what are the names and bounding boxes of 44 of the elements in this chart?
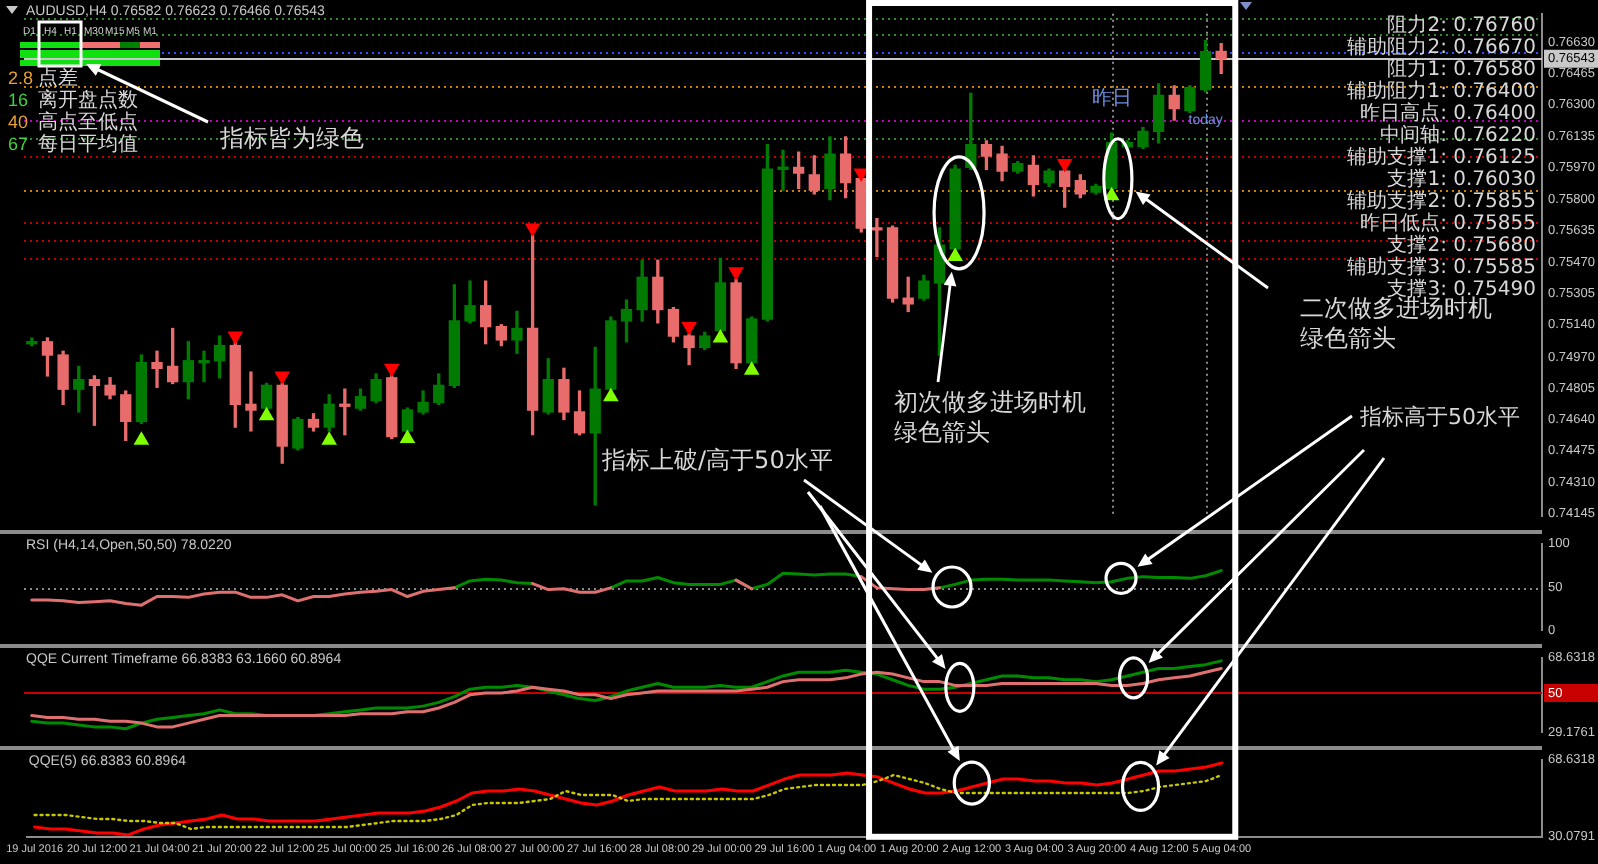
point <box>603 387 619 402</box>
annotation: 指标皆为绿色 <box>220 124 364 153</box>
annotation: 每日平均值 <box>38 134 138 156</box>
candlestick <box>245 371 257 432</box>
ref-line-label: 中间轴: 0.76220 <box>1380 123 1536 148</box>
candlestick <box>777 149 789 191</box>
annotation: 指标上破/高于50水平 <box>602 446 833 475</box>
point <box>1056 159 1073 173</box>
ref-line-label: 辅助支撑2: 0.75855 <box>1347 189 1536 214</box>
annotation: 昨日 <box>1091 88 1132 110</box>
candlestick <box>871 217 883 258</box>
annotation: 离开盘点数 <box>38 90 138 112</box>
point <box>227 331 244 346</box>
annotation: 40 <box>8 112 29 134</box>
annotation: 16 <box>8 90 29 112</box>
point <box>133 431 150 445</box>
candlestick <box>198 350 210 383</box>
annotation: 绿色箭头 <box>893 418 990 447</box>
point <box>712 328 729 343</box>
annotation: 指标高于50水平 <box>1360 404 1520 431</box>
point <box>681 322 697 336</box>
point <box>728 267 744 281</box>
annotation: 点差 <box>38 68 78 90</box>
candlestick <box>151 350 163 388</box>
point <box>258 406 275 421</box>
ref-line-label: 辅助阻力2: 0.76670 <box>1347 34 1536 59</box>
ref-line-label: 辅助支撑1: 0.76125 <box>1347 145 1536 170</box>
ref-line-label: 支撑2: 0.75680 <box>1387 233 1536 258</box>
point <box>399 429 416 443</box>
ref-line-label: 支撑1: 0.76030 <box>1387 167 1536 192</box>
annotation: 初次做多进场时机 <box>893 388 1086 417</box>
annotation: 高点至低点 <box>38 112 138 134</box>
annotation: 67 <box>8 134 29 156</box>
annotation: 昨日低点: 0.75855 <box>1360 211 1536 236</box>
ref-line-label: 辅助阻力1: 0.76400 <box>1347 79 1536 104</box>
ref-line-label: 辅助支撑3: 0.75585 <box>1347 255 1536 280</box>
annotation: 绿色箭头 <box>1300 324 1396 353</box>
point <box>321 431 337 445</box>
point <box>524 223 541 238</box>
annotation: 2.8 <box>8 68 34 90</box>
annotation: 昨日高点: 0.76400 <box>1360 101 1536 126</box>
ref-line-label: 阻力1: 0.76580 <box>1387 56 1536 81</box>
ref-line-label: 阻力2: 0.76760 <box>1387 12 1536 37</box>
point <box>743 361 760 375</box>
